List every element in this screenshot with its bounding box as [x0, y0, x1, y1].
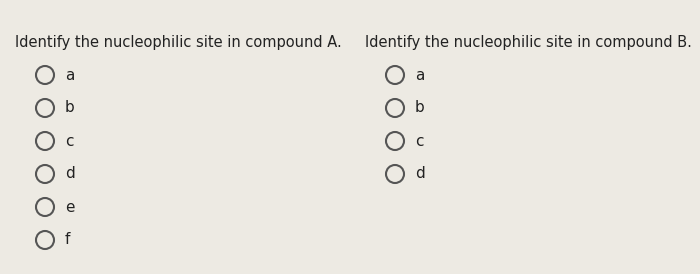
Text: b: b	[65, 101, 75, 116]
Text: f: f	[65, 233, 71, 247]
Text: b: b	[415, 101, 425, 116]
Text: e: e	[65, 199, 74, 215]
Text: d: d	[65, 167, 75, 181]
Text: c: c	[65, 133, 74, 149]
Text: Identify the nucleophilic site in compound B.: Identify the nucleophilic site in compou…	[365, 35, 692, 50]
Text: a: a	[415, 67, 424, 82]
Text: a: a	[65, 67, 74, 82]
Text: Identify the nucleophilic site in compound A.: Identify the nucleophilic site in compou…	[15, 35, 342, 50]
Text: d: d	[415, 167, 425, 181]
Text: c: c	[415, 133, 424, 149]
